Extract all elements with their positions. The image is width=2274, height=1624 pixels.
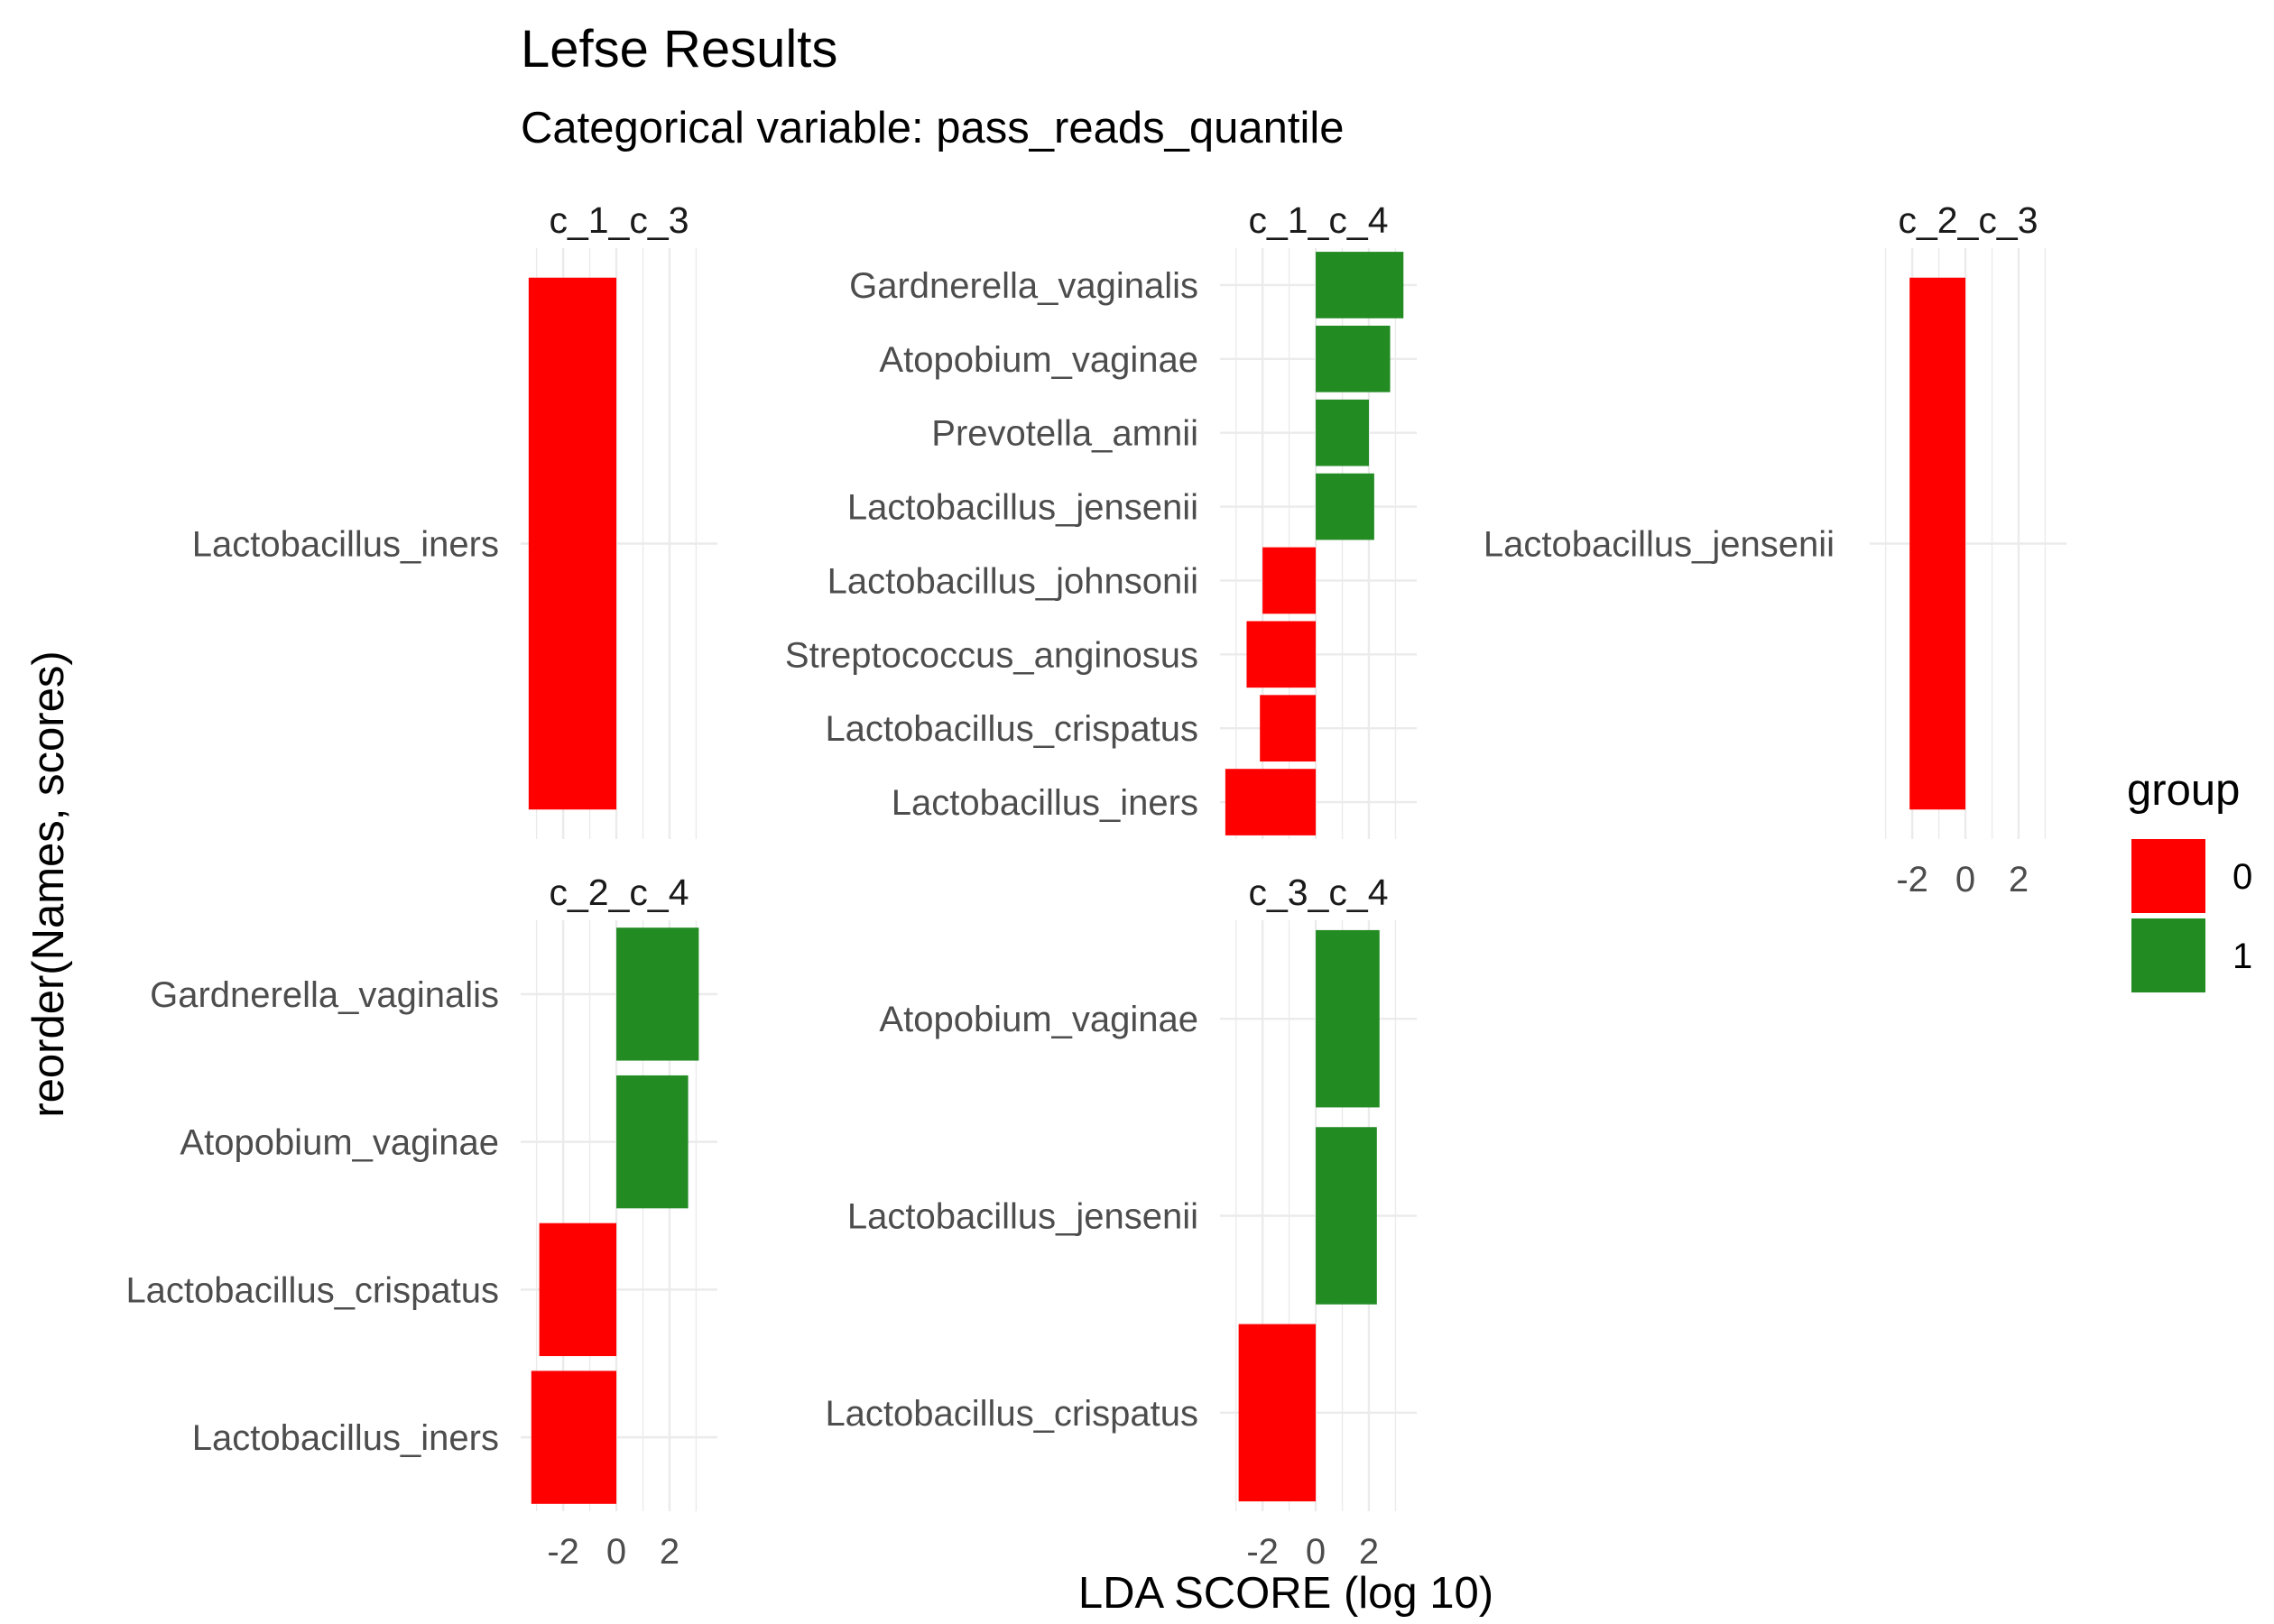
y-tick-label: Gardnerella_vaginalis — [849, 266, 1198, 306]
facet-c_2_c_4: Gardnerella_vaginalis Atopobium_vaginae La… — [125, 872, 717, 1572]
x-tick-label: 0 — [606, 1532, 626, 1572]
facets-layer: Lactobacillus_iners c_1_c_3 Gardnerella_va… — [125, 199, 2066, 1572]
chart-subtitle: Categorical variable: pass_reads_quantil… — [521, 104, 1345, 152]
y-tick-label: Lactobacillus_jensenii — [847, 488, 1198, 528]
bar-Lactobacillus_crispatus — [539, 1223, 617, 1357]
y-tick-label: Prevotella_amnii — [931, 414, 1198, 454]
x-tick-label: 2 — [660, 1532, 679, 1572]
y-tick-label: Lactobacillus_iners — [892, 783, 1198, 823]
bar-Lactobacillus_iners — [1225, 769, 1317, 835]
facet-c_1_c_3: Lactobacillus_iners c_1_c_3 — [192, 199, 717, 839]
facet-strip-label: c_2_c_4 — [549, 872, 689, 913]
facet-strip-label: c_1_c_4 — [1248, 199, 1388, 241]
chart-title: Lefse Results — [521, 20, 837, 78]
y-axis-title: reorder(Names, scores) — [24, 651, 73, 1117]
bar-Lactobacillus_iners — [531, 1370, 617, 1504]
bar-Lactobacillus_johnsonii — [1262, 547, 1317, 614]
bar-Streptococcus_anginosus — [1246, 621, 1317, 688]
legend-key-1 — [2131, 918, 2205, 992]
y-tick-label: Atopobium_vaginae — [879, 1000, 1198, 1039]
legend-title: group — [2127, 766, 2240, 815]
bar-Atopobium_vaginae — [1316, 325, 1391, 392]
bar-Gardnerella_vaginalis — [1316, 252, 1404, 318]
y-tick-label: Lactobacillus_johnsonii — [827, 561, 1198, 601]
y-tick-label: Lactobacillus_iners — [192, 525, 499, 565]
facet-c_2_c_3: Lactobacillus_jensenii c_2_c_3 -2 0 2 — [1484, 199, 2066, 900]
x-tick-label: 0 — [1955, 860, 1975, 900]
x-tick-label: -2 — [547, 1532, 579, 1572]
bar-Atopobium_vaginae — [1316, 929, 1380, 1108]
y-tick-label: Lactobacillus_crispatus — [825, 1394, 1198, 1434]
y-tick-label: Gardnerella_vaginalis — [150, 975, 499, 1015]
legend: group 0 1 — [2127, 766, 2252, 992]
facet-strip-label: c_2_c_3 — [1898, 199, 2038, 241]
facet-strip-label: c_1_c_3 — [549, 199, 689, 241]
y-tick-label: Atopobium_vaginae — [879, 340, 1198, 380]
bar-Lactobacillus_jensenii — [1909, 277, 1966, 810]
bar-Gardnerella_vaginalis — [616, 927, 699, 1061]
x-tick-label: 0 — [1306, 1532, 1326, 1572]
facet-c_1_c_4: Gardnerella_vaginalis Atopobium_vaginae Pr… — [785, 199, 1417, 839]
facet-strip-label: c_3_c_4 — [1248, 872, 1388, 913]
y-tick-label: Atopobium_vaginae — [180, 1123, 499, 1163]
bar-Prevotella_amnii — [1316, 399, 1369, 466]
y-tick-label: Streptococcus_anginosus — [785, 635, 1198, 675]
y-tick-label: Lactobacillus_crispatus — [825, 709, 1198, 749]
bar-Atopobium_vaginae — [616, 1075, 689, 1209]
y-tick-label: Lactobacillus_jensenii — [847, 1197, 1198, 1237]
bar-Lactobacillus_jensenii — [1316, 1127, 1377, 1305]
x-tick-label: -2 — [1896, 860, 1928, 900]
facet-c_3_c_4: Atopobium_vaginae Lactobacillus_jensenii L… — [825, 872, 1417, 1572]
bar-Lactobacillus_iners — [528, 277, 617, 810]
y-tick-label: Lactobacillus_crispatus — [125, 1270, 499, 1310]
bar-Lactobacillus_jensenii — [1316, 473, 1374, 540]
bar-Lactobacillus_crispatus — [1260, 695, 1317, 762]
x-tick-label: 2 — [2009, 860, 2029, 900]
x-tick-label: -2 — [1246, 1532, 1279, 1572]
legend-key-0 — [2131, 839, 2205, 913]
bar-Lactobacillus_crispatus — [1238, 1324, 1317, 1502]
y-tick-label: Lactobacillus_iners — [192, 1418, 499, 1458]
x-tick-label: 2 — [1359, 1532, 1379, 1572]
legend-label: 1 — [2232, 937, 2252, 976]
legend-label: 0 — [2232, 857, 2252, 897]
x-axis-title: LDA SCORE (log 10) — [1078, 1569, 1493, 1618]
y-tick-label: Lactobacillus_jensenii — [1484, 525, 1835, 565]
